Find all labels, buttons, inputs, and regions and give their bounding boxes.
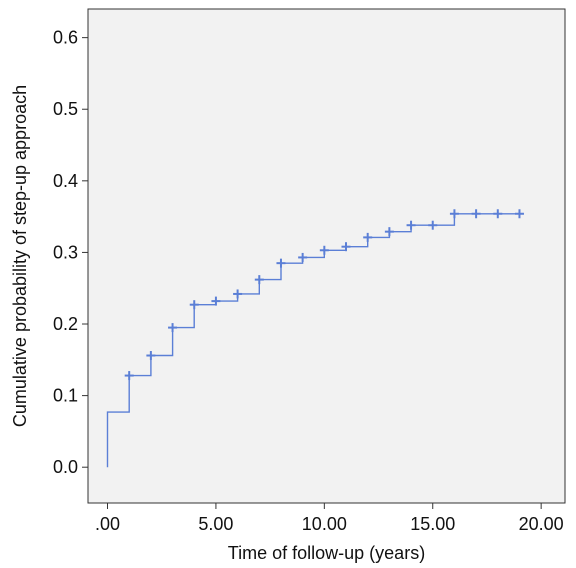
- y-tick-label: 0.1: [53, 386, 78, 406]
- x-tick-label: 5.00: [198, 514, 233, 534]
- censor-mark: [276, 258, 286, 268]
- censor-mark: [363, 232, 373, 242]
- x-axis-ticks: .00 5.00 10.00 15.00 20.00: [95, 503, 564, 534]
- x-axis-title: Time of follow-up (years): [228, 543, 425, 563]
- cumulative-probability-step-line: [106, 213, 520, 468]
- censor-mark: [124, 371, 134, 381]
- x-tick-label: 15.00: [410, 514, 455, 534]
- censor-mark: [471, 209, 481, 219]
- censor-marks: [124, 209, 524, 381]
- censor-mark: [146, 351, 156, 361]
- censor-mark: [298, 252, 308, 262]
- censor-mark: [233, 289, 243, 299]
- y-axis-title: Cumulative probability of step-up approa…: [10, 85, 30, 427]
- censor-mark: [319, 245, 329, 255]
- censor-mark: [514, 209, 524, 219]
- y-tick-label: 0.6: [53, 28, 78, 48]
- y-tick-label: 0.3: [53, 242, 78, 262]
- censor-mark: [406, 220, 416, 230]
- censor-mark: [168, 323, 178, 333]
- x-tick-label: .00: [95, 514, 120, 534]
- censor-mark: [384, 227, 394, 237]
- y-tick-label: 0.4: [53, 171, 78, 191]
- x-tick-label: 20.00: [519, 514, 564, 534]
- censor-mark: [493, 209, 503, 219]
- censor-mark: [189, 300, 199, 310]
- y-axis-ticks: 0.0 0.1 0.2 0.3 0.4 0.5 0.6: [53, 28, 88, 477]
- censor-mark: [341, 242, 351, 252]
- censor-mark: [211, 296, 221, 306]
- censor-mark: [428, 220, 438, 230]
- censor-mark: [449, 209, 459, 219]
- y-tick-label: 0.5: [53, 99, 78, 119]
- x-tick-label: 10.00: [302, 514, 347, 534]
- plot-area: [87, 8, 566, 504]
- y-tick-label: 0.0: [53, 457, 78, 477]
- y-tick-label: 0.2: [53, 314, 78, 334]
- censor-mark: [254, 275, 264, 285]
